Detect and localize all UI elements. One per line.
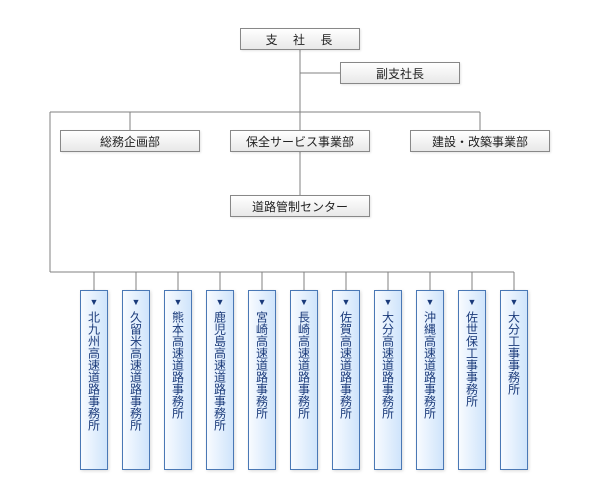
org-chart: 支 社 長 副支社長 総務企画部 保全サービス事業部 建設・改築事業部 道路管制…: [0, 0, 600, 500]
office-label: 宮崎高速道路事務所: [254, 311, 271, 419]
node-dept-construction: 建設・改築事業部: [410, 130, 550, 152]
dropdown-icon: ▼: [132, 297, 141, 307]
node-president: 支 社 長: [240, 28, 360, 50]
office-label: 久留米高速道路事務所: [128, 311, 145, 431]
office-item[interactable]: ▼ 大分高速道路事務所: [374, 290, 402, 470]
node-dept-maintenance: 保全サービス事業部: [230, 130, 370, 152]
dropdown-icon: ▼: [216, 297, 225, 307]
node-dept-general: 総務企画部: [60, 130, 200, 152]
office-label: 佐世保工事事務所: [464, 311, 481, 407]
office-item[interactable]: ▼ 北九州高速道路事務所: [80, 290, 108, 470]
dropdown-icon: ▼: [426, 297, 435, 307]
office-item[interactable]: ▼ 熊本高速道路事務所: [164, 290, 192, 470]
office-item[interactable]: ▼ 久留米高速道路事務所: [122, 290, 150, 470]
dropdown-icon: ▼: [174, 297, 183, 307]
office-label: 鹿児島高速道路事務所: [212, 311, 229, 431]
office-item[interactable]: ▼ 佐世保工事事務所: [458, 290, 486, 470]
office-label: 熊本高速道路事務所: [170, 311, 187, 419]
dropdown-icon: ▼: [258, 297, 267, 307]
office-label: 大分高速道路事務所: [380, 311, 397, 419]
office-item[interactable]: ▼ 長崎高速道路事務所: [290, 290, 318, 470]
office-item[interactable]: ▼ 佐賀高速道路事務所: [332, 290, 360, 470]
node-control-center: 道路管制センター: [230, 195, 370, 217]
office-item[interactable]: ▼ 大分工事事務所: [500, 290, 528, 470]
node-vice-president: 副支社長: [340, 62, 460, 84]
dropdown-icon: ▼: [342, 297, 351, 307]
dropdown-icon: ▼: [300, 297, 309, 307]
dropdown-icon: ▼: [384, 297, 393, 307]
office-item[interactable]: ▼ 宮崎高速道路事務所: [248, 290, 276, 470]
dropdown-icon: ▼: [468, 297, 477, 307]
dropdown-icon: ▼: [90, 297, 99, 307]
office-label: 大分工事事務所: [506, 311, 523, 395]
office-label: 北九州高速道路事務所: [86, 311, 103, 431]
office-label: 長崎高速道路事務所: [296, 311, 313, 419]
office-label: 沖縄高速道路事務所: [422, 311, 439, 419]
dropdown-icon: ▼: [510, 297, 519, 307]
office-label: 佐賀高速道路事務所: [338, 311, 355, 419]
office-item[interactable]: ▼ 鹿児島高速道路事務所: [206, 290, 234, 470]
office-item[interactable]: ▼ 沖縄高速道路事務所: [416, 290, 444, 470]
